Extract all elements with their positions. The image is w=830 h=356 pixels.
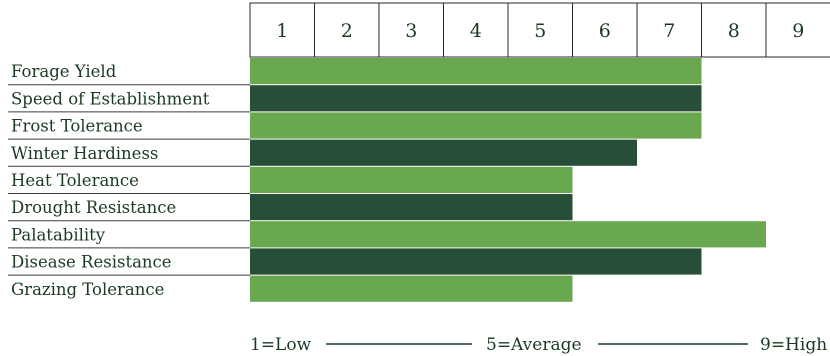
scale-tick-label: 1	[276, 20, 288, 42]
rating-bar	[250, 139, 637, 166]
scale-tick-label: 7	[663, 20, 675, 42]
rating-bar	[250, 166, 573, 193]
rating-bar	[250, 221, 766, 248]
scale-cell	[636, 2, 702, 58]
scale-cell	[314, 2, 380, 58]
scale-cell	[572, 2, 638, 58]
category-label: Winter Hardiness	[11, 144, 158, 163]
category-label: Frost Tolerance	[11, 117, 143, 136]
rating-bar	[250, 85, 702, 112]
rating-bar	[250, 248, 702, 275]
legend-low-label: 1=Low	[250, 335, 312, 355]
rating-bar	[250, 275, 573, 302]
scale-header: 1 2 3 4 5 6 7 8 9	[249, 2, 830, 58]
category-label: Grazing Tolerance	[11, 280, 164, 299]
scale-cell	[701, 2, 767, 58]
rating-bar	[250, 58, 702, 85]
legend-high-label: 9=High	[760, 335, 827, 355]
category-label: Disease Resistance	[11, 253, 172, 272]
rating-rows: Forage Yield Speed of Establishment Frost …	[8, 58, 766, 302]
category-label: Heat Tolerance	[11, 171, 139, 190]
scale-tick-label: 5	[534, 20, 546, 42]
scale-tick-label: 3	[405, 20, 417, 42]
scale-tick-label: 9	[792, 20, 804, 42]
rating-bar	[250, 112, 702, 139]
scale-cell	[765, 2, 830, 58]
category-label: Forage Yield	[11, 62, 117, 81]
category-label: Palatability	[11, 225, 106, 244]
category-label: Drought Resistance	[11, 198, 176, 217]
legend-average-label: 5=Average	[486, 335, 582, 355]
scale-cell	[507, 2, 573, 58]
rating-bar	[250, 194, 573, 221]
scale-tick-label: 4	[470, 20, 482, 42]
scale-tick-label: 2	[341, 20, 353, 42]
scale-tick-label: 6	[599, 20, 611, 42]
scale-cell	[249, 2, 315, 58]
scale-legend: 1=Low 5=Average 9=High	[250, 335, 827, 355]
scale-tick-label: 8	[728, 20, 740, 42]
scale-cell	[378, 2, 444, 58]
category-label: Speed of Establishment	[11, 89, 210, 108]
